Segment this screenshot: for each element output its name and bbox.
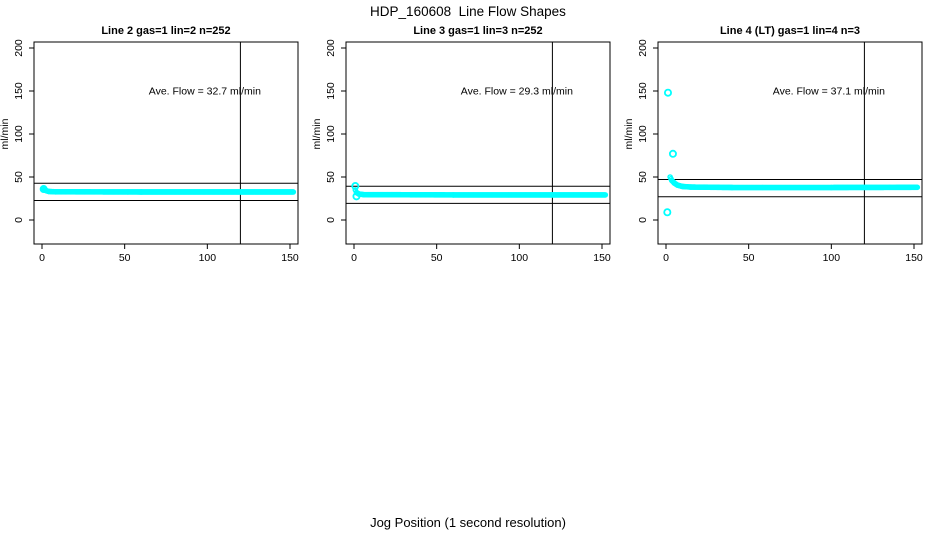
outlier-point xyxy=(351,182,360,191)
plot-box xyxy=(33,41,299,245)
y-axis-label: ml/min xyxy=(623,118,635,149)
y-tick-label: 150 xyxy=(325,82,337,100)
x-axis-title: Jog Position (1 second resolution) xyxy=(370,515,566,530)
panel-title: Line 4 (LT) gas=1 lin=4 n=3 xyxy=(720,25,860,37)
y-tick-label: 50 xyxy=(13,171,25,183)
y-tick-label: 0 xyxy=(13,217,25,223)
x-tick-label: 0 xyxy=(663,252,669,264)
y-tick-label: 0 xyxy=(325,217,337,223)
x-tick-label: 0 xyxy=(39,252,45,264)
y-axis-label: ml/min xyxy=(311,118,323,149)
x-tick-label: 50 xyxy=(431,252,443,264)
x-tick-label: 150 xyxy=(281,252,299,264)
panel-title: Line 3 gas=1 lin=3 n=252 xyxy=(413,25,542,37)
x-tick-label: 100 xyxy=(823,252,841,264)
data-point xyxy=(602,192,609,198)
y-tick-label: 50 xyxy=(325,171,337,183)
x-tick-label: 150 xyxy=(905,252,923,264)
plot-box xyxy=(345,41,611,245)
x-tick-label: 50 xyxy=(119,252,131,264)
ave-flow-annotation: Ave. Flow = 37.1 ml/min xyxy=(773,86,885,98)
outlier-point xyxy=(352,192,361,201)
outlier-point xyxy=(663,88,672,97)
y-tick-label: 100 xyxy=(13,125,25,143)
outlier-point xyxy=(39,185,48,194)
ave-flow-annotation: Ave. Flow = 29.3 ml/min xyxy=(461,86,573,98)
x-tick-label: 50 xyxy=(743,252,755,264)
plot-box xyxy=(657,41,923,245)
x-tick-label: 0 xyxy=(351,252,357,264)
panel-title: Line 2 gas=1 lin=2 n=252 xyxy=(101,25,230,37)
x-tick-label: 100 xyxy=(511,252,529,264)
x-tick-label: 150 xyxy=(593,252,611,264)
y-tick-label: 200 xyxy=(325,39,337,57)
outlier-point xyxy=(668,149,677,158)
y-tick-label: 50 xyxy=(637,171,649,183)
y-tick-label: 100 xyxy=(637,125,649,143)
y-tick-label: 100 xyxy=(325,125,337,143)
data-point xyxy=(290,189,297,195)
y-tick-label: 200 xyxy=(637,39,649,57)
y-tick-label: 150 xyxy=(637,82,649,100)
y-tick-label: 0 xyxy=(637,217,649,223)
main-title: HDP_160608 Line Flow Shapes xyxy=(370,4,566,19)
x-tick-label: 100 xyxy=(199,252,217,264)
ave-flow-annotation: Ave. Flow = 32.7 ml/min xyxy=(149,86,261,98)
data-point xyxy=(914,184,921,191)
y-tick-label: 150 xyxy=(13,82,25,100)
y-tick-label: 200 xyxy=(13,39,25,57)
y-axis-label: ml/min xyxy=(0,118,11,149)
outlier-point xyxy=(663,208,672,217)
